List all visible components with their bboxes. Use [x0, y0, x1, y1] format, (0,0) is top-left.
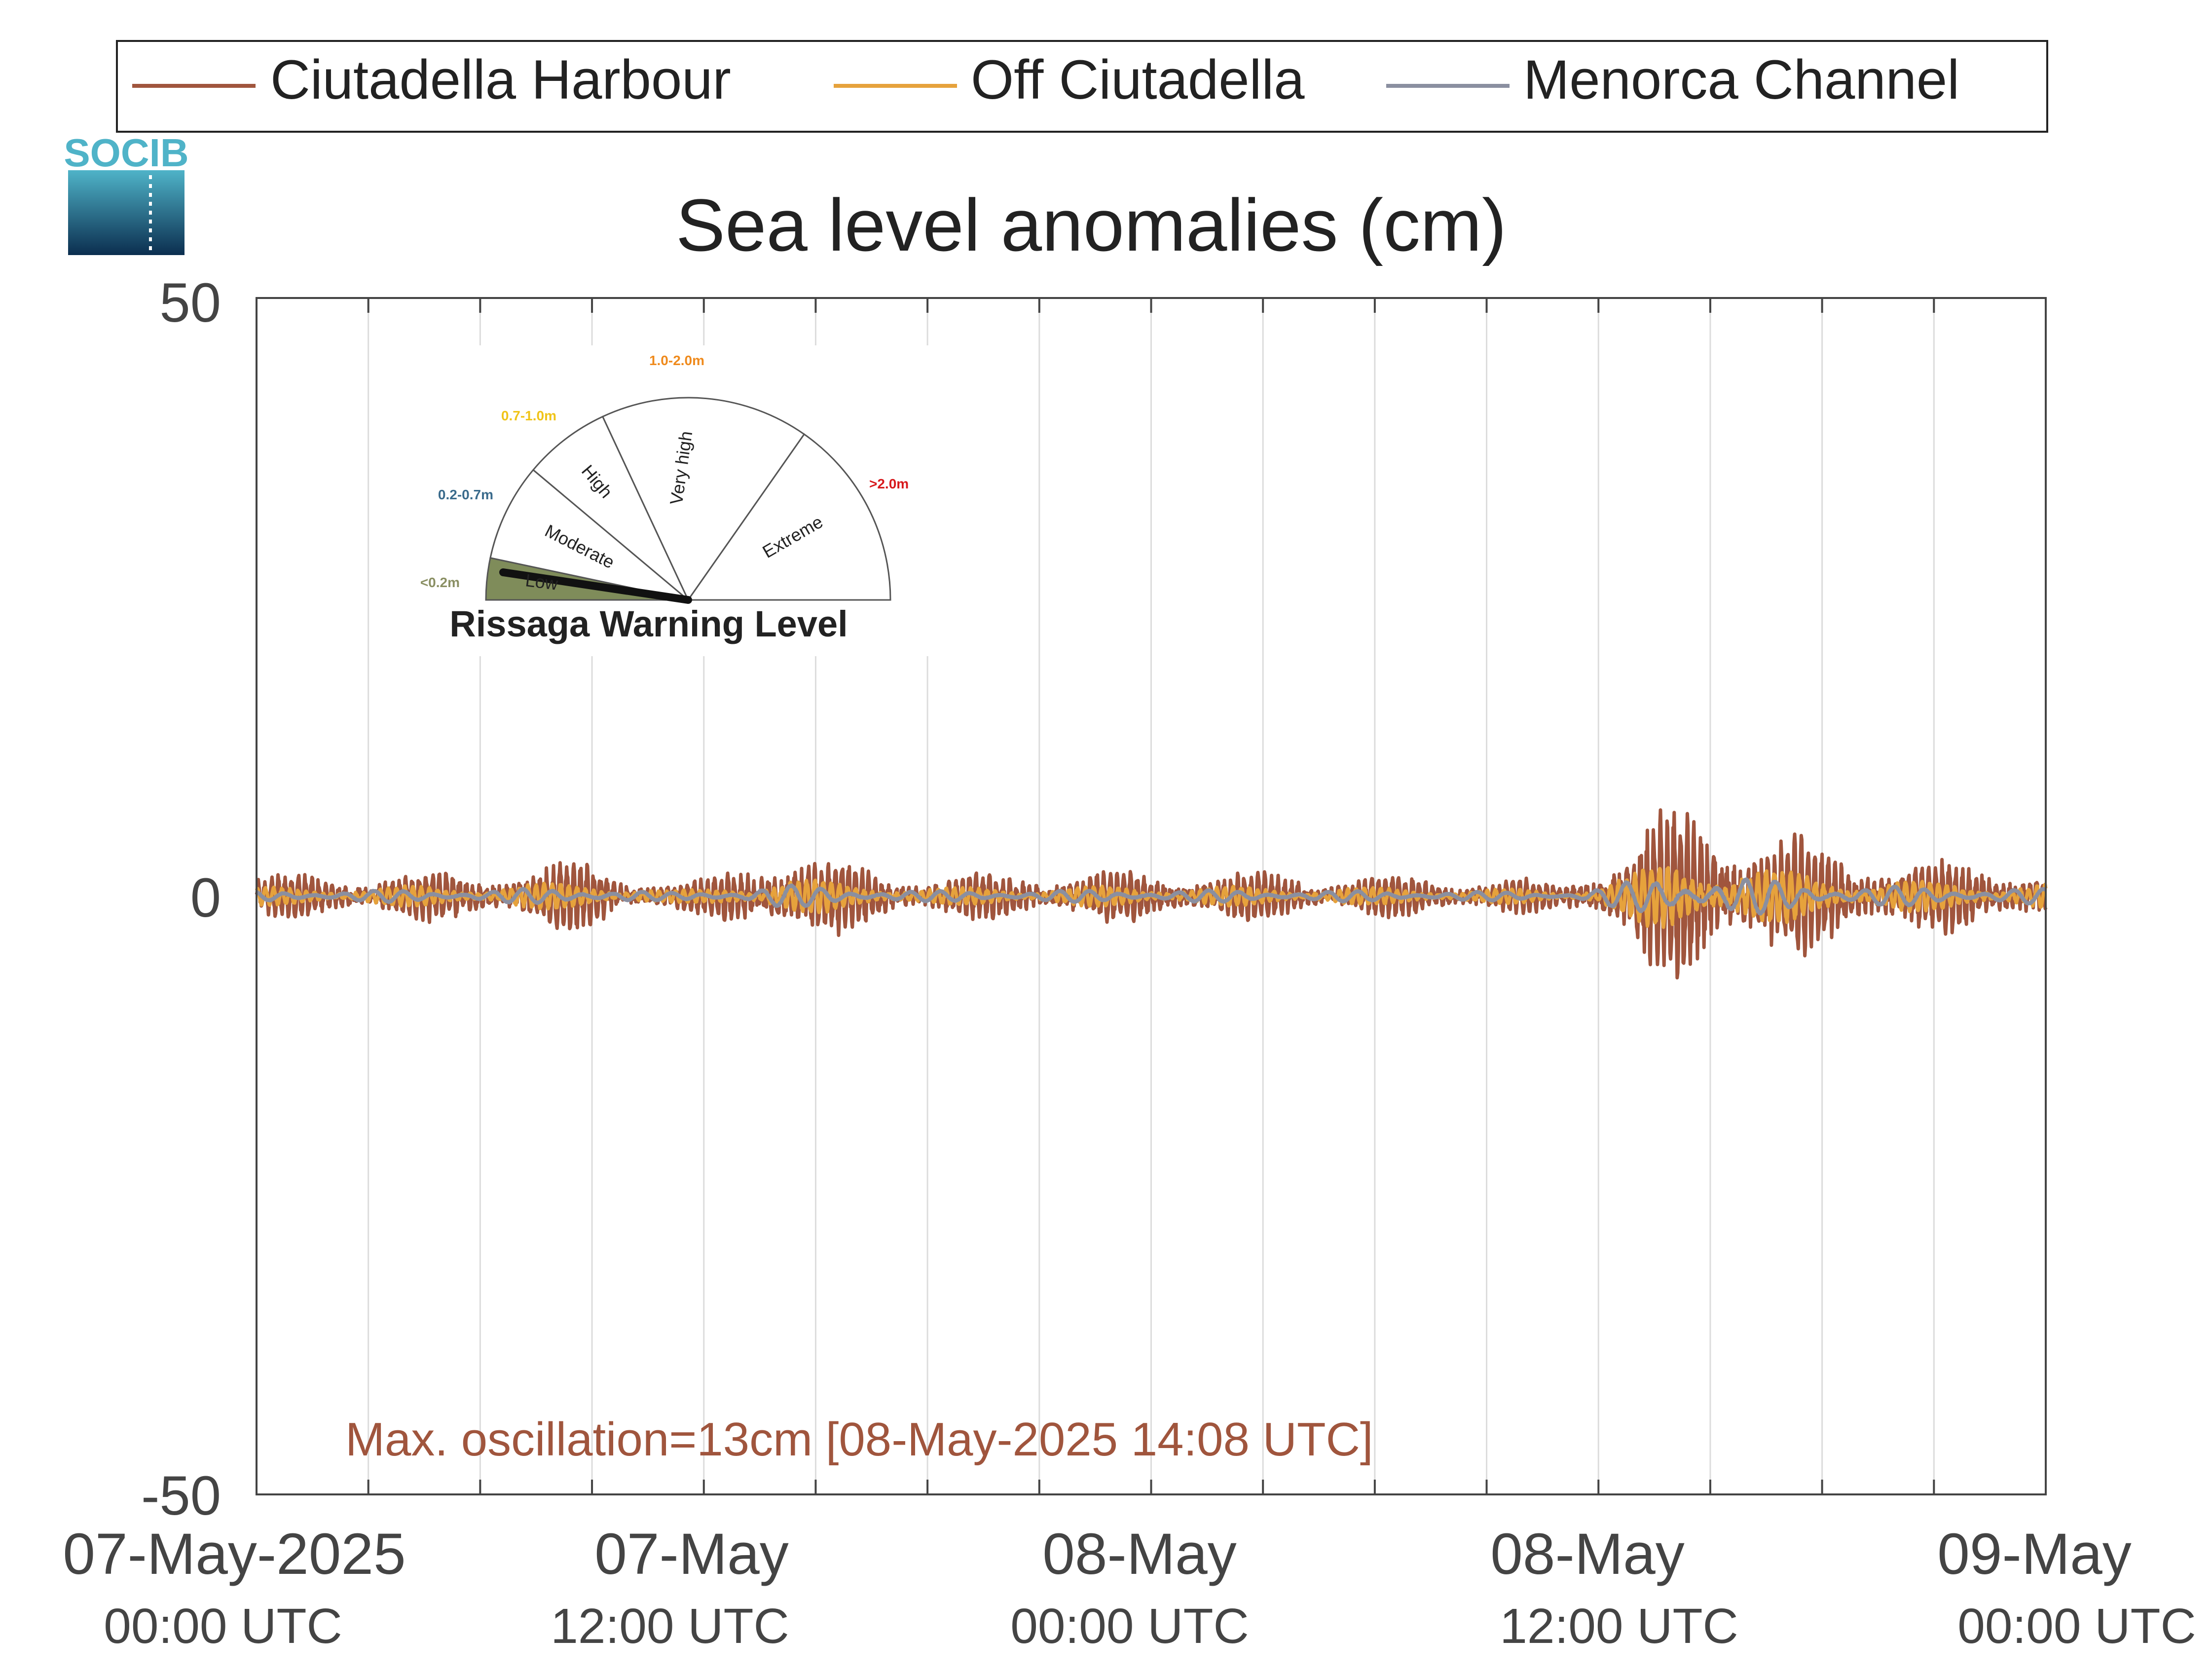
legend-label-ciutadella-harbour: Ciutadella Harbour [270, 49, 731, 111]
x-tick-date-2: 08-May [1042, 1522, 1236, 1587]
y-tick-label-zero: 0 [190, 867, 221, 929]
gauge-needle [499, 568, 692, 604]
gauge-sector-very-high [601, 397, 806, 601]
x-tick-time-2: 00:00 UTC [1010, 1599, 1249, 1654]
gauge-sector-high [532, 415, 689, 601]
gauge-range-very-high: 1.0-2.0m [649, 353, 704, 368]
x-tick-time-0: 00:00 UTC [104, 1599, 342, 1654]
x-tick-date-4: 09-May [1937, 1522, 2131, 1587]
series-line-menorca-channel [255, 877, 2047, 916]
gauge-range-high: 0.7-1.0m [501, 408, 556, 423]
socib-logo-mark [68, 170, 184, 255]
gauge-range-low: <0.2m [420, 575, 460, 590]
chart-title: Sea level anomalies (cm) [676, 184, 1507, 266]
rissaga-warning-gauge: Low Moderate High Very high Extreme <0.2… [400, 345, 930, 656]
gauge-range-moderate: 0.2-0.7m [438, 487, 493, 502]
x-tick-time-3: 12:00 UTC [1500, 1599, 1738, 1654]
x-tick-time-4: 00:00 UTC [1957, 1599, 2196, 1654]
legend-label-off-ciutadella: Off Ciutadella [971, 49, 1305, 111]
x-tick-marks [367, 298, 1935, 1494]
gauge-sector-moderate [489, 469, 689, 601]
x-tick-date-0: 07-May-2025 [63, 1522, 406, 1587]
x-tick-date-3: 08-May [1490, 1522, 1684, 1587]
legend-label-menorca-channel: Menorca Channel [1523, 49, 1959, 111]
legend: Ciutadella Harbour Off Ciutadella Menorc… [116, 40, 2048, 133]
socib-logo-text: SOCIB [64, 131, 188, 175]
series-layer [255, 808, 2048, 980]
gauge-range-extreme: >2.0m [869, 476, 909, 491]
gauge-sector-extreme [687, 433, 891, 601]
gauge-title: Rissaga Warning Level [449, 603, 848, 644]
legend-box [116, 40, 2048, 133]
gauge-label-low: Low [524, 570, 560, 594]
x-tick-date-1: 07-May [594, 1522, 788, 1587]
y-tick-label-bottom: -50 [141, 1465, 221, 1526]
socib-logo: SOCIB [64, 131, 189, 255]
x-tick-time-1: 12:00 UTC [551, 1599, 789, 1654]
y-tick-label-top: 50 [159, 272, 221, 334]
max-oscillation-annotation: Max. oscillation=13cm [08-May-2025 14:08… [345, 1413, 1373, 1466]
